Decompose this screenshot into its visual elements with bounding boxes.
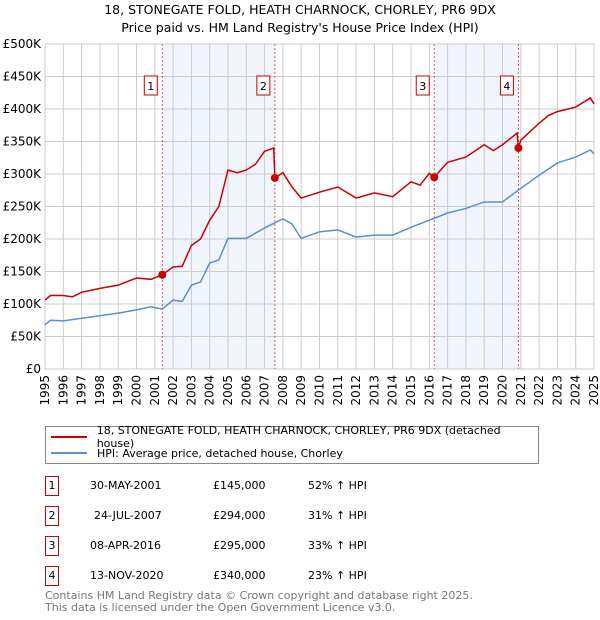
sale-label-3: 3 <box>419 80 426 93</box>
y-tick-label: £500K <box>3 37 43 51</box>
legend-property: 18, STONEGATE FOLD, HEATH CHARNOCK, CHOR… <box>96 424 501 450</box>
sale-number: 2 <box>45 506 59 526</box>
sale-label-4: 4 <box>503 80 510 93</box>
y-tick-label: £50K <box>10 330 42 344</box>
price-chart: £0 £50K £100K £150K £200K £250K £300K £350K £400… <box>3 37 600 406</box>
sale-label-box-1 <box>143 75 158 96</box>
x-tick-label: 2006 <box>239 375 253 406</box>
x-tick-label: 2007 <box>258 375 272 406</box>
x-tick-label: 2013 <box>367 375 381 406</box>
sale-price: £294,000 <box>213 509 266 522</box>
footer-licence: This data is licensed under the Open Gov… <box>45 601 396 614</box>
sale-point-4 <box>514 144 523 152</box>
x-tick-label: 2010 <box>313 375 327 406</box>
x-tick-label: 2025 <box>587 375 600 406</box>
sale-hpi-diff: 31% ↑ HPI <box>308 509 367 522</box>
sale-price: £340,000 <box>213 569 266 582</box>
y-tick-label: £100K <box>3 297 43 311</box>
x-tick-label: 1997 <box>75 375 89 406</box>
x-tick-label: 2017 <box>441 375 455 406</box>
sale-number: 1 <box>45 476 59 496</box>
sale-date: 30-MAY-2001 <box>90 479 162 492</box>
x-tick-label: 2000 <box>130 375 144 406</box>
sale-point-1 <box>158 270 167 279</box>
x-tick-label: 1996 <box>56 375 70 406</box>
x-tick-label: 2001 <box>148 375 162 406</box>
x-tick-label: 2021 <box>514 375 528 406</box>
y-tick-label: £200K <box>3 232 43 246</box>
x-tick-label: 2003 <box>184 375 198 406</box>
y-tick-label: £350K <box>3 135 43 149</box>
sale-hpi-diff: 52% ↑ HPI <box>308 479 367 492</box>
sale-hpi-diff: 33% ↑ HPI <box>308 539 367 552</box>
x-tick-label: 2012 <box>349 375 363 406</box>
y-tick-label: £400K <box>3 102 43 116</box>
sale-number: 3 <box>45 536 59 556</box>
x-tick-label: 2002 <box>166 375 180 406</box>
sale-label-box-3 <box>415 75 430 96</box>
x-tick-label: 2009 <box>294 375 308 406</box>
x-tick-label: 2015 <box>404 375 418 406</box>
legend: 18, STONEGATE FOLD, HEATH CHARNOCK, CHOR… <box>45 424 539 464</box>
chart-title: 18, STONEGATE FOLD, HEATH CHARNOCK, CHOR… <box>104 2 496 17</box>
sale-date: 24-JUL-2007 <box>94 509 162 522</box>
chart-subtitle: Price paid vs. HM Land Registry's House … <box>121 20 479 35</box>
sale-date: 13-NOV-2020 <box>90 569 164 582</box>
y-tick-label: £300K <box>3 167 43 181</box>
x-tick-label: 2016 <box>422 375 436 406</box>
sale-label-box-2 <box>256 75 271 96</box>
sale-price: £295,000 <box>213 539 266 552</box>
legend-red-swatch <box>51 436 87 438</box>
sale-label-2: 2 <box>260 80 267 93</box>
y-tick-label: £450K <box>3 70 43 84</box>
x-tick-label: 1995 <box>38 375 52 406</box>
x-tick-label: 2024 <box>569 375 583 406</box>
x-tick-label: 2018 <box>459 375 473 406</box>
legend-blue-swatch <box>51 452 87 454</box>
x-tick-label: 1998 <box>93 375 107 406</box>
sale-hpi-diff: 23% ↑ HPI <box>308 569 367 582</box>
y-tick-label: £250K <box>3 200 43 214</box>
sale-label-box-4 <box>499 75 514 96</box>
x-tick-label: 2008 <box>276 375 290 406</box>
sale-price: £145,000 <box>213 479 266 492</box>
footer-copyright: Contains HM Land Registry data © Crown c… <box>45 589 473 602</box>
x-tick-label: 2004 <box>203 375 217 406</box>
sale-point-2 <box>270 173 279 182</box>
y-tick-label: £0 <box>26 362 41 376</box>
x-tick-label: 2022 <box>532 375 546 406</box>
x-tick-label: 2014 <box>386 375 400 406</box>
sale-label-1: 1 <box>147 80 154 93</box>
x-tick-label: 1999 <box>111 375 125 406</box>
property-price-line <box>44 96 595 301</box>
sale-number: 4 <box>45 566 59 586</box>
sale-point-3 <box>430 173 439 182</box>
y-tick-label: £150K <box>3 265 43 279</box>
hpi-line <box>44 149 595 326</box>
x-tick-label: 2011 <box>331 375 345 406</box>
x-tick-label: 2020 <box>496 375 510 406</box>
legend-hpi: HPI: Average price, detached house, Chor… <box>97 446 343 460</box>
x-tick-label: 2005 <box>221 375 235 406</box>
x-tick-label: 2019 <box>477 375 491 406</box>
x-tick-label: 2023 <box>550 375 564 406</box>
sale-date: 08-APR-2016 <box>90 539 162 552</box>
